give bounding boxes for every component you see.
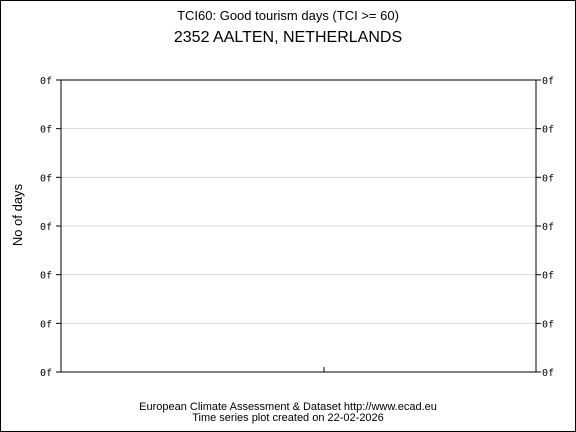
footer-line-1: European Climate Assessment & Dataset ht… [139, 401, 437, 413]
y-tick-label-right: 0f [542, 368, 554, 379]
y-tick-label-right: 0f [542, 173, 554, 184]
y-tick-label-left: 0f [40, 76, 52, 87]
y-tick-label-left: 0f [40, 368, 52, 379]
y-tick-label-right: 0f [542, 271, 554, 282]
y-tick-label-left: 0f [40, 271, 52, 282]
y-tick-label-left: 0f [40, 173, 52, 184]
y-tick-label-left: 0f [40, 125, 52, 136]
chart-title: TCI60: Good tourism days (TCI >= 60) [177, 8, 399, 23]
y-axis-label: No of days [10, 183, 25, 246]
y-tick-label-left: 0f [40, 222, 52, 233]
right-y-ticks: 0f 0f 0f 0f 0f 0f 0f [536, 76, 554, 379]
y-tick-label-left: 0f [40, 319, 52, 330]
gridlines [61, 128, 536, 324]
y-tick-label-right: 0f [542, 319, 554, 330]
y-tick-label-right: 0f [542, 222, 554, 233]
y-tick-label-right: 0f [542, 125, 554, 136]
footer-line-2: Time series plot created on 22-02-2026 [192, 412, 384, 424]
chart-subtitle: 2352 AALTEN, NETHERLANDS [174, 29, 402, 46]
y-tick-label-right: 0f [542, 76, 554, 87]
left-y-ticks: 0f 0f 0f 0f 0f 0f 0f [40, 76, 61, 379]
